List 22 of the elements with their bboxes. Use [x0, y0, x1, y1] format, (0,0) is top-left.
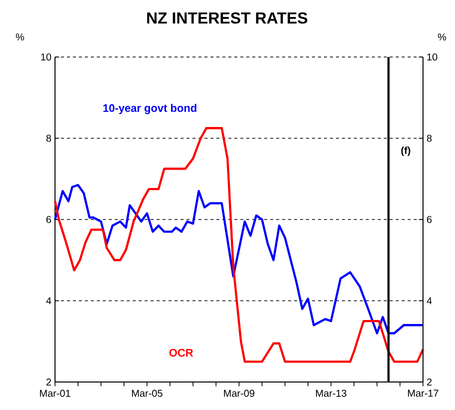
x-tick-label: Mar-09: [224, 390, 254, 397]
y-axis-title: %: [16, 34, 24, 40]
y-tick-label: 2: [46, 378, 51, 386]
x-tick-label: Mar-13: [316, 390, 346, 397]
y-tick-label: 6: [46, 216, 52, 224]
text: OCR: [169, 348, 194, 357]
ref-line-label: (f): [401, 146, 410, 156]
y2-tick-label: 4: [426, 297, 432, 304]
y-tick-label: 10: [41, 53, 52, 61]
y2-axis-title: %: [438, 34, 446, 40]
chart-title: NZ INTEREST RATES: [147, 12, 308, 24]
y2-tick-label: 8: [426, 134, 432, 142]
y2-tick-label: 2: [427, 378, 432, 386]
text: 10-year govt bond: [103, 104, 196, 114]
y-tick-label: 4: [46, 297, 52, 304]
y-tick-label: 8: [46, 134, 52, 142]
x-tick-label: Mar-01: [40, 390, 70, 397]
y2-tick-label: 10: [427, 53, 438, 61]
line-series: [54, 127, 424, 363]
x-tick-label: Mar-05: [132, 390, 162, 397]
y2-tick-label: 6: [427, 216, 432, 224]
x-tick-label: Mar-17: [408, 390, 438, 397]
